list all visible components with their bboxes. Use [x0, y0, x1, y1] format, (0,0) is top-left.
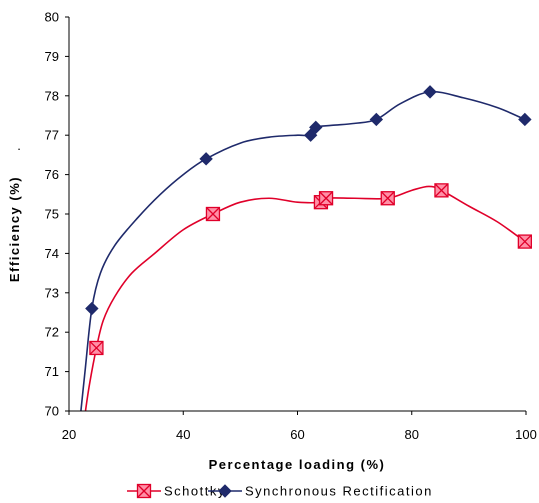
plot-area [80, 85, 533, 411]
y-tick-label: 80 [45, 10, 59, 25]
schottky-point [434, 183, 449, 198]
schottky-point [89, 340, 104, 356]
x-tick-label: 60 [290, 427, 304, 442]
schottky-point [318, 191, 334, 206]
x-axis-title: Percentage loading (%) [209, 457, 386, 472]
schottky-point [517, 234, 533, 249]
y-tick-label: 78 [45, 88, 59, 103]
y-tick-label: 74 [45, 246, 59, 261]
synchronous-rectification-point [309, 120, 323, 135]
legend-label: Synchronous Rectification [245, 484, 433, 499]
legend-swatch-marker [136, 483, 152, 499]
synchronous-rectification-point [199, 152, 213, 166]
axis-annotation: . [17, 138, 21, 153]
y-tick-label: 75 [45, 207, 59, 222]
y-axis-ticks: 70 71 72 73 74 75 76 77 78 79 80 [45, 10, 69, 419]
schottky-line [84, 185, 526, 411]
legend: Schottky Synchronous Rectification [127, 483, 433, 499]
synchronous-rectification-line [80, 90, 526, 411]
y-tick-label: 71 [45, 364, 59, 379]
y-tick-label: 70 [45, 404, 59, 419]
schottky-point [380, 191, 395, 206]
series-curves [80, 90, 526, 411]
legend-item-synchronous-rectification: Synchronous Rectification [208, 484, 433, 499]
x-tick-label: 80 [405, 427, 419, 442]
synchronous-rectification-point [518, 112, 532, 127]
synchronous-rectification-point [85, 301, 99, 316]
series-markers [85, 85, 533, 356]
x-axis-ticks: 20 40 60 80 100 [62, 411, 537, 442]
legend-label: Schottky [164, 484, 226, 499]
synchronous-rectification-point [423, 85, 437, 99]
x-tick-label: 40 [176, 427, 190, 442]
y-axis-title: Efficiency (%) [7, 176, 22, 282]
synchronous-rectification-point [369, 112, 384, 127]
y-tick-label: 73 [45, 285, 59, 300]
y-tick-label: 79 [45, 49, 59, 64]
x-tick-label: 100 [515, 427, 537, 442]
y-tick-label: 77 [45, 128, 59, 143]
schottky-point [205, 206, 221, 222]
y-tick-label: 72 [45, 325, 59, 340]
y-tick-label: 76 [45, 167, 59, 182]
x-tick-label: 20 [62, 427, 76, 442]
legend-swatch-marker [218, 484, 232, 498]
synchronous-rectification-point [303, 128, 318, 142]
legend-item-schottky: Schottky [127, 483, 226, 499]
